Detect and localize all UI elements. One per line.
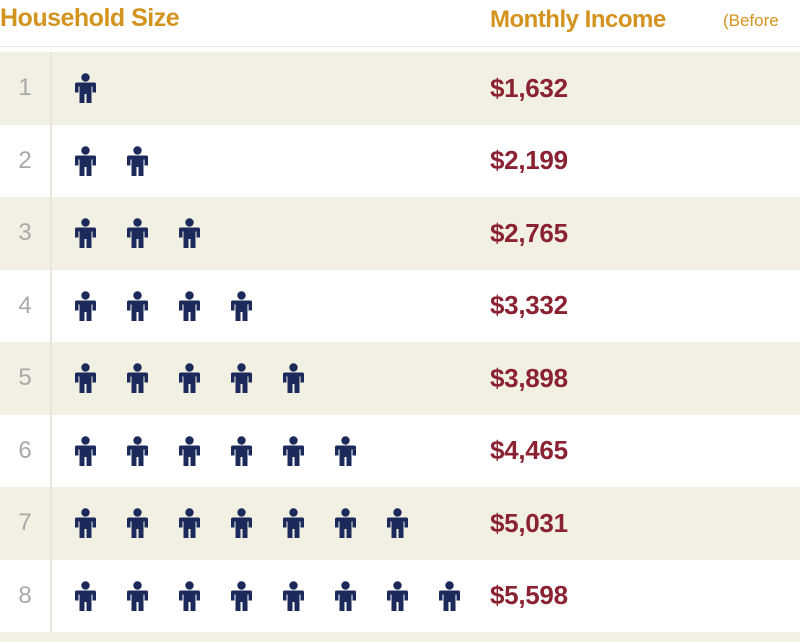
people-icons bbox=[72, 415, 384, 488]
person-icon bbox=[72, 291, 99, 321]
person-icon bbox=[280, 508, 307, 539]
person-icon bbox=[72, 508, 99, 539]
monthly-income-value: $4,465 bbox=[490, 435, 568, 466]
household-size-value: 7 bbox=[0, 487, 52, 560]
table-row: 8 $5,598 bbox=[0, 559, 800, 633]
person-icon bbox=[124, 218, 151, 249]
monthly-income-value: $3,332 bbox=[490, 290, 568, 321]
person-icon bbox=[176, 508, 203, 539]
person-icon bbox=[176, 581, 203, 611]
income-table: 1 $1,632 2 $2,199 3 $2,765 4 $3,332 5 $3,898 6 $4,4… bbox=[0, 52, 800, 632]
household-size-value: 3 bbox=[0, 197, 52, 270]
person-icon bbox=[124, 291, 151, 321]
table-row: 7 $5,031 bbox=[0, 487, 800, 560]
monthly-income-value: $1,632 bbox=[490, 72, 568, 103]
person-icon bbox=[228, 363, 255, 394]
person-icon bbox=[384, 508, 411, 539]
person-icon bbox=[176, 291, 203, 321]
table-row: 6 $4,465 bbox=[0, 414, 800, 488]
table-row: 3 $2,765 bbox=[0, 197, 800, 270]
people-icons bbox=[72, 560, 488, 633]
person-icon bbox=[72, 73, 99, 104]
people-icons bbox=[72, 197, 228, 270]
person-icon bbox=[124, 581, 151, 611]
monthly-income-value: $2,765 bbox=[490, 217, 568, 248]
person-icon bbox=[280, 436, 307, 466]
person-icon bbox=[124, 436, 151, 466]
person-icon bbox=[72, 581, 99, 611]
person-icon bbox=[332, 581, 359, 611]
person-icon bbox=[72, 363, 99, 394]
person-icon bbox=[280, 581, 307, 611]
household-size-value: 2 bbox=[0, 124, 52, 197]
person-icon bbox=[332, 508, 359, 539]
table-bottom-band bbox=[0, 632, 800, 642]
person-icon bbox=[72, 146, 99, 176]
table-header: Household Size Monthly Income (Before bbox=[0, 0, 800, 47]
person-icon bbox=[124, 363, 151, 394]
person-icon bbox=[436, 581, 463, 611]
table-row: 4 $3,332 bbox=[0, 269, 800, 343]
monthly-income-value: $3,898 bbox=[490, 362, 568, 393]
monthly-income-value: $2,199 bbox=[490, 145, 568, 176]
people-icons bbox=[72, 270, 280, 343]
household-size-value: 5 bbox=[0, 342, 52, 415]
person-icon bbox=[124, 146, 151, 176]
monthly-income-heading: Monthly Income bbox=[490, 6, 666, 33]
income-note: (Before bbox=[723, 11, 779, 30]
people-icons bbox=[72, 342, 332, 415]
person-icon bbox=[280, 363, 307, 394]
person-icon bbox=[228, 436, 255, 466]
monthly-income-value: $5,031 bbox=[490, 507, 568, 538]
person-icon bbox=[72, 218, 99, 249]
monthly-income-value: $5,598 bbox=[490, 580, 568, 611]
people-icons bbox=[72, 487, 436, 560]
table-row: 1 $1,632 bbox=[0, 52, 800, 125]
table-row: 5 $3,898 bbox=[0, 342, 800, 415]
person-icon bbox=[176, 218, 203, 249]
person-icon bbox=[124, 508, 151, 539]
household-size-value: 6 bbox=[0, 414, 52, 487]
household-size-value: 4 bbox=[0, 269, 52, 342]
person-icon bbox=[176, 436, 203, 466]
household-size-value: 8 bbox=[0, 559, 52, 632]
person-icon bbox=[384, 581, 411, 611]
household-size-heading: Household Size bbox=[0, 4, 180, 32]
person-icon bbox=[228, 291, 255, 321]
person-icon bbox=[228, 581, 255, 611]
person-icon bbox=[228, 508, 255, 539]
person-icon bbox=[72, 436, 99, 466]
person-icon bbox=[332, 436, 359, 466]
people-icons bbox=[72, 52, 124, 125]
people-icons bbox=[72, 125, 176, 198]
table-row: 2 $2,199 bbox=[0, 124, 800, 198]
household-size-value: 1 bbox=[0, 52, 52, 125]
person-icon bbox=[176, 363, 203, 394]
